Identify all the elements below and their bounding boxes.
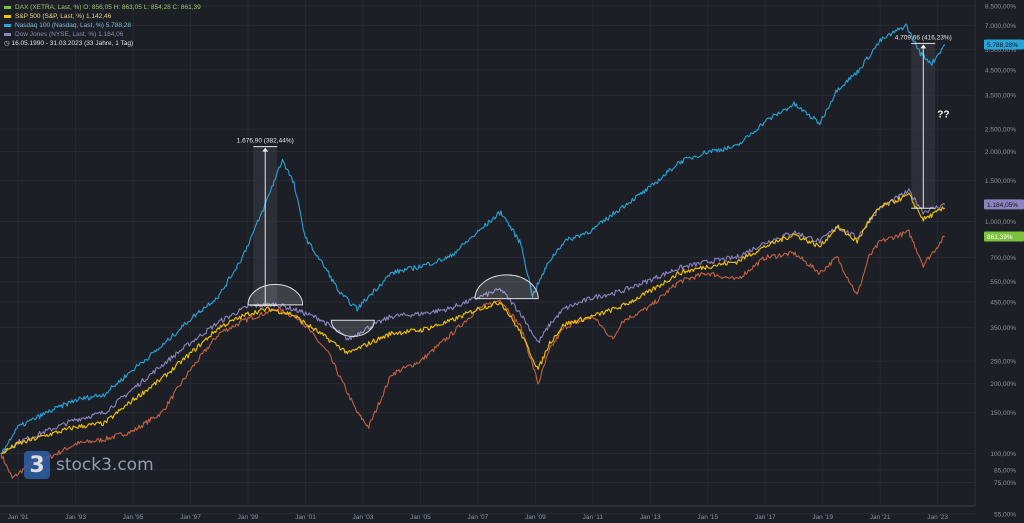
- legend-item-dow[interactable]: Dow Jones (NYSE, Last, %) 1.184,06: [4, 30, 201, 39]
- chart-grid: [0, 5, 975, 515]
- x-tick-label: Jan '05: [410, 514, 431, 521]
- y-axis: 8.500,00% 7.000,00% 5.500,00% 4.500,00% 3.50…: [974, 0, 1016, 518]
- legend-label-dow: Dow Jones (NYSE, Last, %) 1.184,06: [15, 31, 124, 38]
- y-tick-label: 2.500,00%: [985, 127, 1016, 134]
- x-tick-label: Jan '97: [180, 514, 201, 521]
- legend-swatch-dow: [4, 32, 11, 36]
- legend-item-nasdaq[interactable]: Nasdaq 100 (Nasdaq, Last, %) 5.788,28: [4, 21, 201, 30]
- x-tick-label: Jan '21: [870, 514, 891, 521]
- y-tick-label: 150,00%: [990, 410, 1016, 417]
- y-tick-label: 5.500,00%: [985, 47, 1016, 54]
- y-tick-label: 1.500,00%: [985, 178, 1016, 185]
- x-tick-label: Jan '07: [467, 514, 488, 521]
- legend-item-dax[interactable]: DAX (XETRA, Last, %) O: 856,05 H: 863,05…: [4, 3, 201, 12]
- y-tick-label: 700,00%: [990, 255, 1016, 262]
- x-tick-label: Jan '11: [583, 514, 604, 521]
- y-tick-label: 250,00%: [990, 359, 1016, 366]
- x-axis: Jan '91 Jan '93 Jan '95 Jan '97 Jan '99 Jan '…: [0, 505, 975, 521]
- value-badge-dow: [984, 199, 1024, 210]
- x-tick-label: Jan '95: [123, 514, 144, 521]
- legend-swatch-sp500: [4, 14, 11, 18]
- x-tick-label: Jan '91: [8, 514, 29, 521]
- legend-item-sp500[interactable]: S&P 500 (S&P, Last, %) 1.142,46: [4, 12, 201, 21]
- legend-label-dax: DAX (XETRA, Last, %) O: 856,05 H: 863,05…: [15, 4, 201, 11]
- y-tick-label: 4.500,00%: [985, 67, 1016, 74]
- highlight-arc: [330, 319, 375, 337]
- measure-label: 4.709,66 (416,23%): [895, 34, 952, 41]
- y-tick-label: 350,00%: [990, 325, 1016, 332]
- y-tick-label: 7.000,00%: [985, 23, 1016, 30]
- y-tick-label: 100,00%: [990, 451, 1016, 458]
- stock3-logo-icon: 3: [24, 451, 50, 479]
- y-tick-label: 1.000,00%: [985, 219, 1016, 226]
- legend-swatch-dax: [4, 5, 11, 9]
- brand-logo: 3 stock3.com: [24, 451, 154, 479]
- x-tick-label: Jan '17: [755, 514, 776, 521]
- brand-name: stock3.com: [56, 455, 154, 475]
- measure-arrow: [920, 44, 927, 49]
- series-line-sp500: [0, 192, 946, 455]
- measure-arrow: [262, 147, 269, 152]
- highlight-arc: [474, 274, 539, 300]
- legend-label-sp500: S&P 500 (S&P, Last, %) 1.142,46: [15, 13, 112, 20]
- legend-label-nasdaq: Nasdaq 100 (Nasdaq, Last, %) 5.788,28: [15, 22, 131, 29]
- date-range-text: 16.05.1990 - 31.03.2023 (33 Jahre, 1 Tag…: [11, 40, 134, 47]
- annotation-question-marks: ??: [937, 110, 949, 121]
- y-tick-label: 75,00%: [994, 480, 1016, 487]
- legend-swatch-nasdaq: [4, 23, 11, 27]
- x-tick-label: Jan '23: [927, 514, 948, 521]
- series-line-dax: [0, 229, 945, 479]
- x-tick-label: Jan '03: [353, 514, 374, 521]
- chart-series: [0, 23, 946, 479]
- chart-legend: DAX (XETRA, Last, %) O: 856,05 H: 863,05…: [4, 3, 201, 48]
- y-tick-label: 85,00%: [994, 467, 1016, 474]
- x-tick-label: Jan '09: [525, 514, 546, 521]
- x-tick-label: Jan '19: [812, 514, 833, 521]
- y-tick-label: 3.500,00%: [985, 93, 1016, 100]
- y-tick-label: 550,00%: [990, 279, 1016, 286]
- value-badge-nasdaq: [984, 39, 1024, 50]
- series-line-nasdaq: [0, 23, 946, 454]
- value-badge-dax: [984, 231, 1024, 242]
- value-badge-label-dow: 1.184,05%: [987, 202, 1018, 209]
- value-badge-label-nasdaq: 5.788,28%: [987, 42, 1018, 49]
- clock-icon: ◷: [4, 40, 10, 47]
- x-tick-label: Jan '13: [640, 514, 661, 521]
- x-tick-label: Jan '01: [295, 514, 316, 521]
- highlight-arc: [247, 284, 304, 306]
- measure-label: 1.676,90 (382,44%): [237, 138, 294, 145]
- x-tick-label: Jan '99: [238, 514, 259, 521]
- y-tick-label: 200,00%: [990, 381, 1016, 388]
- y-tick-label: 55,00%: [994, 511, 1016, 518]
- y-tick-label: 450,00%: [990, 299, 1016, 306]
- series-line-dow: [0, 188, 946, 455]
- y-tick-label: 8.500,00%: [985, 3, 1016, 10]
- legend-date-range: ◷ 16.05.1990 - 31.03.2023 (33 Jahre, 1 T…: [4, 39, 201, 48]
- x-tick-label: Jan '15: [697, 514, 718, 521]
- y-tick-label: 2.000,00%: [985, 149, 1016, 156]
- x-tick-label: Jan '93: [65, 514, 86, 521]
- value-badge-label-dax: 861,39%: [987, 234, 1013, 241]
